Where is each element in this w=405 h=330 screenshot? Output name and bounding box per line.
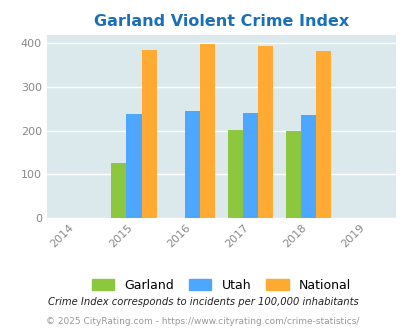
- Bar: [184, 111, 199, 218]
- Text: Crime Index corresponds to incidents per 100,000 inhabitants: Crime Index corresponds to incidents per…: [47, 297, 358, 307]
- Bar: [300, 115, 315, 218]
- Bar: [242, 113, 257, 218]
- Bar: [126, 114, 141, 218]
- Bar: [111, 163, 126, 218]
- Bar: [141, 50, 156, 218]
- Legend: Garland, Utah, National: Garland, Utah, National: [92, 279, 350, 292]
- Bar: [315, 51, 330, 218]
- Text: © 2025 CityRating.com - https://www.cityrating.com/crime-statistics/: © 2025 CityRating.com - https://www.city…: [46, 317, 359, 326]
- Bar: [257, 46, 273, 218]
- Bar: [227, 130, 242, 218]
- Bar: [199, 44, 214, 218]
- Bar: [285, 131, 300, 218]
- Title: Garland Violent Crime Index: Garland Violent Crime Index: [94, 14, 348, 29]
